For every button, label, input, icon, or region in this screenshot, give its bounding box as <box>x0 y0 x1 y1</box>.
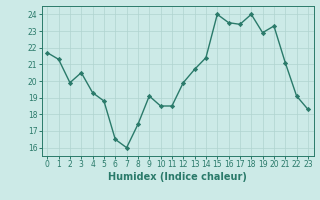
X-axis label: Humidex (Indice chaleur): Humidex (Indice chaleur) <box>108 172 247 182</box>
